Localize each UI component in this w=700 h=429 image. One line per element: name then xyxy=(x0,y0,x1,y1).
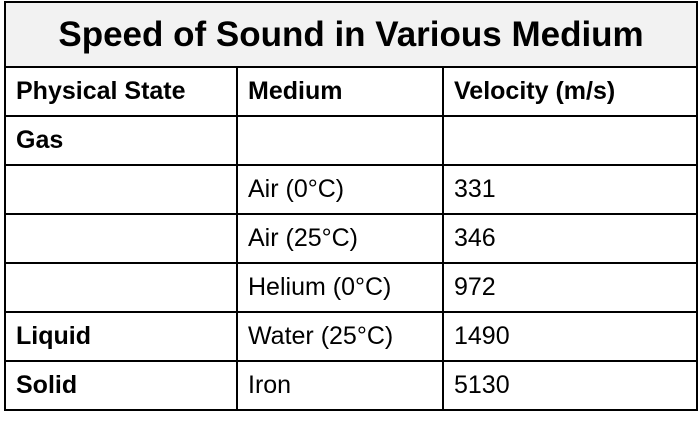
state-cell xyxy=(4,262,238,313)
medium-cell: Helium (0°C) xyxy=(236,262,444,313)
velocity-cell xyxy=(441,115,699,166)
state-cell xyxy=(4,164,238,215)
velocity-cell: 331 xyxy=(441,164,699,215)
medium-cell: Air (25°C) xyxy=(236,213,444,264)
data-row: Helium (0°C) 972 xyxy=(4,262,699,313)
header-row: Physical State Medium Velocity (m/s) xyxy=(4,66,699,117)
header-cell: Velocity (m/s) xyxy=(441,66,699,117)
header-cell: Physical State xyxy=(4,66,238,117)
velocity-cell: 5130 xyxy=(441,360,699,411)
speed-table: Speed of Sound in Various Medium Physica… xyxy=(3,1,699,411)
table-title: Speed of Sound in Various Medium xyxy=(3,1,699,68)
medium-cell: Iron xyxy=(236,360,444,411)
medium-cell: Air (0°C) xyxy=(236,164,444,215)
header-cell: Medium xyxy=(236,66,444,117)
title-row: Speed of Sound in Various Medium xyxy=(3,1,699,68)
state-cell: Liquid xyxy=(4,311,238,362)
data-row: Liquid Water (25°C) 1490 xyxy=(4,311,699,362)
data-row: Air (0°C) 331 xyxy=(4,164,699,215)
velocity-cell: 972 xyxy=(441,262,699,313)
state-cell: Solid xyxy=(4,360,238,411)
state-cell: Gas xyxy=(4,115,238,166)
medium-cell: Water (25°C) xyxy=(236,311,444,362)
data-row: Air (25°C) 346 xyxy=(4,213,699,264)
data-row: Solid Iron 5130 xyxy=(4,360,699,411)
data-row: Gas xyxy=(4,115,699,166)
state-cell xyxy=(4,213,238,264)
velocity-cell: 346 xyxy=(441,213,699,264)
medium-cell xyxy=(236,115,444,166)
velocity-cell: 1490 xyxy=(441,311,699,362)
table-body: Speed of Sound in Various Medium Physica… xyxy=(3,1,699,411)
